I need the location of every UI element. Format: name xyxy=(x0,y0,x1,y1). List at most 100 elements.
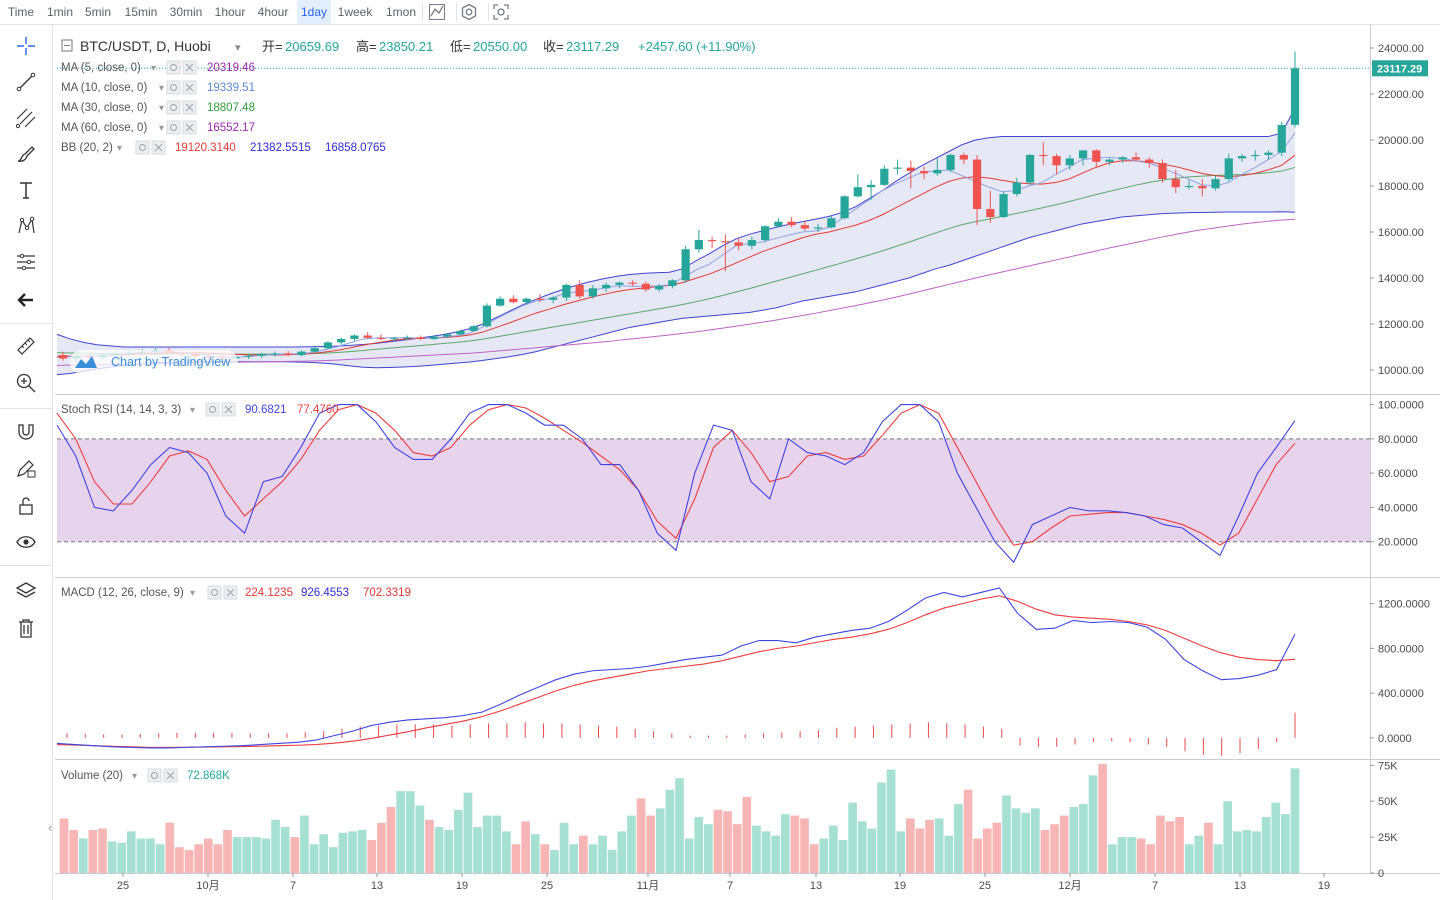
candle-body xyxy=(747,240,756,246)
volume-bar xyxy=(434,827,444,873)
interval-30min[interactable]: 30min xyxy=(169,5,203,19)
candle-body xyxy=(562,284,571,298)
lock-icon[interactable] xyxy=(10,493,42,519)
candle xyxy=(999,191,1008,219)
candle-body xyxy=(482,305,492,327)
layers-icon[interactable] xyxy=(10,578,42,604)
volume-bar xyxy=(790,815,800,873)
candle-body xyxy=(257,354,266,356)
candle xyxy=(549,296,558,304)
candle-body xyxy=(376,337,386,339)
stoch-tick-label: 80.0000 xyxy=(1378,434,1418,446)
candle-body xyxy=(840,196,849,219)
study-value: 16552.17 xyxy=(207,122,255,134)
lock-pencil-icon[interactable] xyxy=(10,455,42,481)
candle-body xyxy=(774,221,783,227)
interval-1hour[interactable]: 1hour xyxy=(214,5,246,19)
volume-bar xyxy=(425,819,434,873)
stoch-tick-label: 20.0000 xyxy=(1378,537,1418,549)
price-tick-label: 10000.00 xyxy=(1378,365,1424,377)
stoch-tick-label: 40.0000 xyxy=(1378,502,1418,514)
volume-bar xyxy=(867,828,877,873)
volume-bar xyxy=(954,804,963,873)
candle xyxy=(482,303,492,328)
time-tick-label: 13 xyxy=(810,880,822,892)
candle-body xyxy=(1184,186,1194,188)
candle xyxy=(1025,153,1035,185)
candle xyxy=(297,350,306,357)
settings-icon xyxy=(135,140,150,155)
candle-body xyxy=(443,334,452,337)
candle xyxy=(681,245,690,283)
last-price-badge xyxy=(1372,60,1428,77)
candle-body xyxy=(350,335,359,339)
interval-1week[interactable]: 1week xyxy=(337,5,373,19)
watermark-label: Chart by TradingView xyxy=(111,355,231,369)
crosshair-icon[interactable] xyxy=(10,33,42,59)
volume-bar xyxy=(521,821,530,873)
price-tick-label: 12000.00 xyxy=(1378,319,1424,331)
volume-bar xyxy=(1059,815,1069,873)
text-icon[interactable] xyxy=(10,177,42,203)
candle-body xyxy=(549,297,558,300)
volume-bar xyxy=(780,814,790,873)
compare-icon[interactable] xyxy=(428,3,446,21)
volume-bar xyxy=(271,819,280,873)
pattern-icon[interactable] xyxy=(10,213,42,239)
candle xyxy=(1158,159,1167,183)
interval-5min[interactable]: 5min xyxy=(84,5,111,19)
volume-name: Volume (20) xyxy=(61,770,123,782)
interval-15min[interactable]: 15min xyxy=(124,5,158,19)
candle-body xyxy=(1264,152,1273,155)
volume-bar xyxy=(1079,804,1088,873)
macd-tick-label: 400.0000 xyxy=(1378,688,1424,700)
time-tick-label: 25 xyxy=(541,880,553,892)
volume-bar xyxy=(175,847,184,873)
candle xyxy=(443,333,452,338)
volume-bar xyxy=(78,838,88,873)
candle xyxy=(390,336,399,342)
candle-body xyxy=(866,184,876,188)
candle-body xyxy=(1198,186,1207,189)
measure-icon[interactable] xyxy=(10,333,42,359)
brush-icon[interactable] xyxy=(10,141,42,167)
interval-1day[interactable]: 1day xyxy=(297,0,331,24)
toolbar-separator xyxy=(456,3,457,21)
fib-icon[interactable] xyxy=(10,105,42,131)
trash-icon[interactable] xyxy=(10,615,42,641)
screenshot-icon[interactable] xyxy=(492,3,510,21)
volume-bar xyxy=(194,844,203,873)
volume-bar xyxy=(704,824,713,873)
interval-4hour[interactable]: 4hour xyxy=(257,5,289,19)
study-name: MA (10, close, 0) xyxy=(61,82,147,94)
back-arrow-icon[interactable] xyxy=(10,287,42,313)
zoom-in-icon[interactable] xyxy=(10,370,42,396)
volume-bar xyxy=(559,822,569,873)
volume-bar xyxy=(463,792,473,873)
time-tick-label: 7 xyxy=(290,880,296,892)
volume-bar xyxy=(309,844,319,873)
volume-bar xyxy=(819,838,829,873)
volume-bar xyxy=(1050,824,1059,873)
candle xyxy=(880,165,889,186)
candle xyxy=(469,325,478,333)
ma30-line xyxy=(56,166,1296,355)
settings-icon[interactable] xyxy=(460,3,478,21)
interval-1min[interactable]: 1min xyxy=(46,5,73,19)
interval-1mon[interactable]: 1mon xyxy=(385,5,417,19)
toolbar-separator xyxy=(0,408,52,409)
candle xyxy=(270,351,280,357)
study-value: 20319.46 xyxy=(207,62,255,74)
trend-line-icon[interactable] xyxy=(10,69,42,95)
interval-time[interactable]: Time xyxy=(7,5,35,19)
eye-icon[interactable] xyxy=(10,529,42,555)
ma60-line xyxy=(56,218,1296,366)
price-pane xyxy=(56,51,1370,376)
volume-bar xyxy=(1252,831,1261,873)
magnet-icon[interactable] xyxy=(10,419,42,445)
candle-body xyxy=(628,282,637,284)
volume-bar xyxy=(963,789,973,873)
volume-bar xyxy=(328,847,338,873)
ruler-lines-icon[interactable] xyxy=(10,249,42,275)
